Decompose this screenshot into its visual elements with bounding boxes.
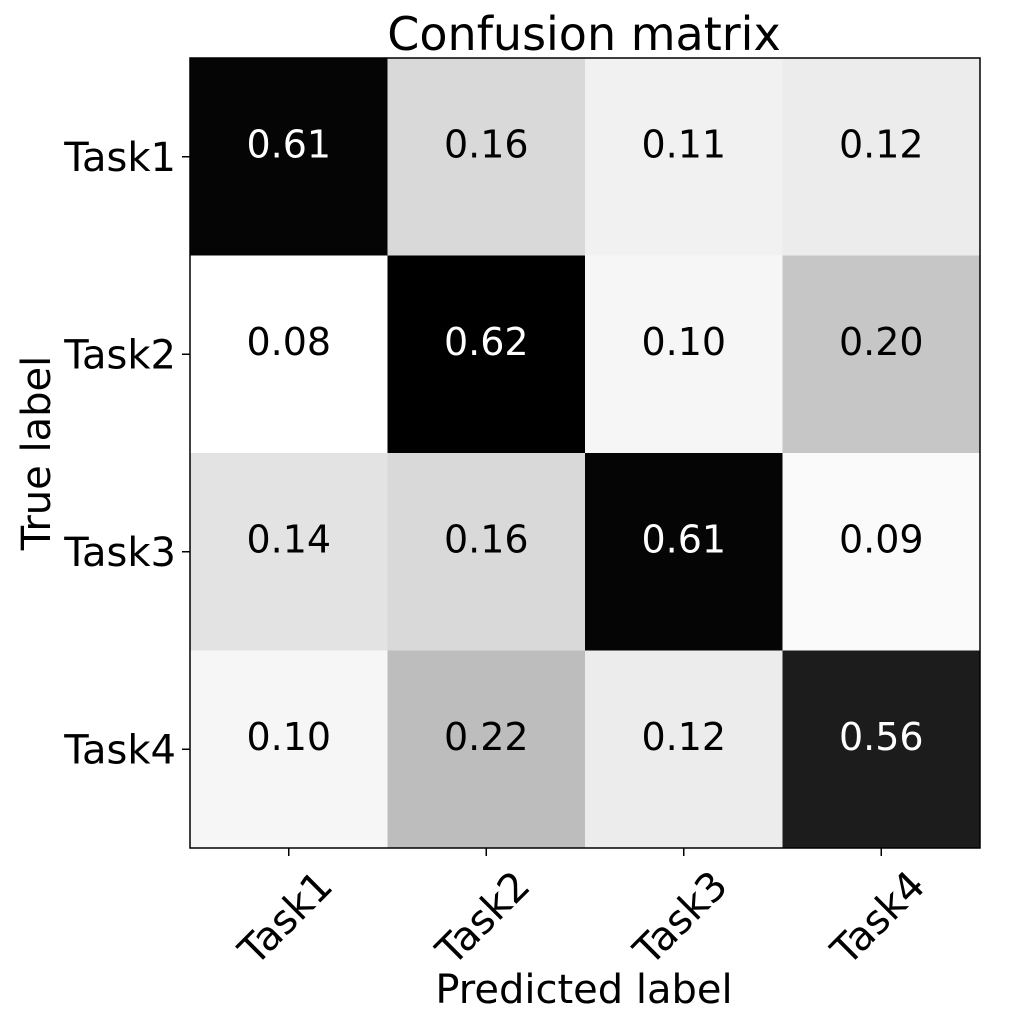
y-tick-label: Task3 (63, 530, 176, 576)
cell-value-label: 0.08 (246, 320, 331, 364)
cell-value-label: 0.61 (246, 122, 331, 166)
cell-value-label: 0.12 (839, 122, 924, 166)
cell-value-label: 0.62 (444, 320, 529, 364)
x-tick-label: Task4 (822, 863, 934, 975)
cell-value-label: 0.11 (641, 122, 726, 166)
chart-title: Confusion matrix (387, 7, 780, 61)
heatmap-cell-Task4-Task3 (585, 650, 783, 849)
heatmap-cell-labels: 0.61 0.16 0.11 0.12 0.08 0.62 0.10 0.20 0.14 0.16… (246, 122, 923, 759)
x-tick-label: Task3 (625, 863, 737, 975)
heatmap-cell-Task1-Task1 (190, 58, 388, 256)
heatmap-cell-Task1-Task3 (585, 58, 783, 256)
cell-value-label: 0.56 (839, 715, 924, 759)
cell-value-label: 0.16 (444, 122, 529, 166)
y-axis-ticks: Task1 Task2 Task3 Task4 (63, 135, 190, 773)
x-axis-ticks: Task1 Task2 Task3 Task4 (230, 848, 934, 975)
heatmap-cell-Task3-Task3 (585, 453, 783, 651)
y-tick-label: Task1 (63, 135, 176, 181)
x-axis-label: Predicted label (435, 967, 732, 1013)
cell-value-label: 0.20 (839, 320, 924, 364)
y-tick-label: Task4 (63, 727, 176, 773)
cell-value-label: 0.22 (444, 715, 529, 759)
cell-value-label: 0.09 (839, 517, 924, 561)
heatmap-cell-Task2-Task3 (585, 255, 783, 454)
cell-value-label: 0.16 (444, 517, 529, 561)
heatmap-cell-Task3-Task1 (190, 453, 388, 651)
heatmap-cell-Task2-Task2 (387, 255, 586, 454)
cell-value-label: 0.61 (641, 517, 726, 561)
heatmap-cell-Task4-Task1 (190, 650, 388, 849)
heatmap-cells (190, 58, 981, 849)
x-tick-label: Task2 (427, 863, 539, 975)
heatmap-cell-Task4-Task2 (387, 650, 586, 849)
plot-frame (189, 57, 981, 849)
y-tick-label: Task2 (63, 332, 176, 378)
cell-value-label: 0.10 (641, 320, 726, 364)
heatmap-cell-Task3-Task4 (782, 453, 981, 651)
heatmap-cell-Task1-Task4 (782, 58, 981, 256)
cell-value-label: 0.10 (246, 715, 331, 759)
heatmap-cell-Task3-Task2 (387, 453, 586, 651)
x-tick-label: Task1 (230, 863, 342, 975)
y-axis-label: True label (14, 356, 60, 551)
heatmap-cell-Task4-Task4 (782, 650, 981, 849)
heatmap-cell-Task2-Task1 (190, 255, 388, 454)
heatmap-cell-Task2-Task4 (782, 255, 981, 454)
heatmap-cell-Task1-Task2 (387, 58, 586, 256)
cell-value-label: 0.14 (246, 517, 331, 561)
cell-value-label: 0.12 (641, 715, 726, 759)
